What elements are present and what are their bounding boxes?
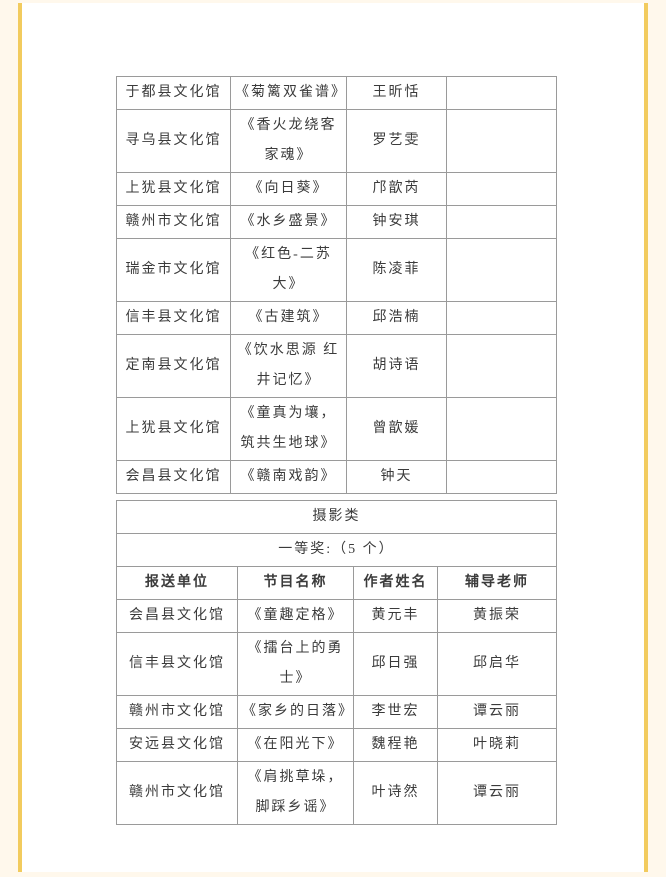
teacher-cell [446,334,557,398]
title-cell: 《童真为壤，筑共生地球》 [230,397,347,461]
title-cell: 《饮水思源 红井记忆》 [230,334,347,398]
unit-cell: 信丰县文化馆 [116,301,231,335]
author-cell: 陈凌菲 [346,238,447,302]
column-header-row: 报送单位 节目名称 作者姓名 辅导老师 [116,566,557,600]
awards-table-continued-body: 于都县文化馆 《菊篱双雀谱》 王昕恬 寻乌县文化馆 《香火龙绕客家魂》 罗艺雯 … [116,76,557,494]
unit-cell: 信丰县文化馆 [116,632,238,696]
unit-cell: 赣州市文化馆 [116,761,238,825]
teacher-cell [446,460,557,494]
table-row: 安远县文化馆 《在阳光下》 魏程艳 叶晓莉 [116,728,557,762]
column-header: 作者姓名 [353,566,438,600]
title-cell: 《在阳光下》 [237,728,354,762]
table-row: 会昌县文化馆 《童趣定格》 黄元丰 黄振荣 [116,599,557,633]
author-cell: 邱日强 [353,632,438,696]
table-row: 于都县文化馆 《菊篱双雀谱》 王昕恬 [116,76,557,110]
author-cell: 曾歆媛 [346,397,447,461]
title-cell: 《肩挑草垛，脚踩乡谣》 [237,761,354,825]
category-header: 摄影类 [116,500,557,534]
teacher-cell: 叶晓莉 [437,728,557,762]
unit-cell: 安远县文化馆 [116,728,238,762]
table-row: 赣州市文化馆 《肩挑草垛，脚踩乡谣》 叶诗然 谭云丽 [116,761,557,825]
table-row: 上犹县文化馆 《童真为壤，筑共生地球》 曾歆媛 [116,397,557,461]
teacher-cell: 黄振荣 [437,599,557,633]
column-header: 报送单位 [116,566,238,600]
unit-cell: 会昌县文化馆 [116,599,238,633]
author-cell: 黄元丰 [353,599,438,633]
table-row: 赣州市文化馆 《水乡盛景》 钟安琪 [116,205,557,239]
title-cell: 《家乡的日落》 [237,695,354,729]
author-cell: 李世宏 [353,695,438,729]
teacher-cell: 谭云丽 [437,761,557,825]
teacher-cell: 邱启华 [437,632,557,696]
photography-awards-table: 摄影类 一等奖:（5 个） 报送单位 节目名称 作者姓名 辅导老师 会昌县文化馆 《童… [116,500,557,825]
teacher-cell: 谭云丽 [437,695,557,729]
table-row: 定南县文化馆 《饮水思源 红井记忆》 胡诗语 [116,334,557,398]
unit-cell: 会昌县文化馆 [116,460,231,494]
title-cell: 《水乡盛景》 [230,205,347,239]
award-tier-row: 一等奖:（5 个） [116,533,557,567]
author-cell: 邝歆芮 [346,172,447,206]
title-cell: 《擂台上的勇士》 [237,632,354,696]
table-row: 寻乌县文化馆 《香火龙绕客家魂》 罗艺雯 [116,109,557,173]
author-cell: 邱浩楠 [346,301,447,335]
author-cell: 罗艺雯 [346,109,447,173]
teacher-cell [446,76,557,110]
table-row: 信丰县文化馆 《擂台上的勇士》 邱日强 邱启华 [116,632,557,696]
table-row: 会昌县文化馆 《赣南戏韵》 钟天 [116,460,557,494]
awards-table-continued: 于都县文化馆 《菊篱双雀谱》 王昕恬 寻乌县文化馆 《香火龙绕客家魂》 罗艺雯 … [116,76,557,494]
title-cell: 《赣南戏韵》 [230,460,347,494]
column-header: 节目名称 [237,566,354,600]
column-header: 辅导老师 [437,566,557,600]
unit-cell: 于都县文化馆 [116,76,231,110]
teacher-cell [446,397,557,461]
unit-cell: 瑞金市文化馆 [116,238,231,302]
unit-cell: 赣州市文化馆 [116,695,238,729]
unit-cell: 赣州市文化馆 [116,205,231,239]
teacher-cell [446,205,557,239]
award-tier-label: 一等奖:（5 个） [116,533,557,567]
document-page: 于都县文化馆 《菊篱双雀谱》 王昕恬 寻乌县文化馆 《香火龙绕客家魂》 罗艺雯 … [18,3,648,872]
teacher-cell [446,301,557,335]
table-row: 赣州市文化馆 《家乡的日落》 李世宏 谭云丽 [116,695,557,729]
teacher-cell [446,109,557,173]
table-row: 上犹县文化馆 《向日葵》 邝歆芮 [116,172,557,206]
teacher-cell [446,238,557,302]
author-cell: 胡诗语 [346,334,447,398]
author-cell: 钟安琪 [346,205,447,239]
photography-awards-table-body: 摄影类 一等奖:（5 个） 报送单位 节目名称 作者姓名 辅导老师 [116,500,557,600]
photography-awards-rows: 会昌县文化馆 《童趣定格》 黄元丰 黄振荣 信丰县文化馆 《擂台上的勇士》 邱日… [116,599,557,825]
unit-cell: 定南县文化馆 [116,334,231,398]
category-header-row: 摄影类 [116,500,557,534]
author-cell: 王昕恬 [346,76,447,110]
title-cell: 《向日葵》 [230,172,347,206]
author-cell: 魏程艳 [353,728,438,762]
title-cell: 《香火龙绕客家魂》 [230,109,347,173]
title-cell: 《红色-二苏大》 [230,238,347,302]
title-cell: 《菊篱双雀谱》 [230,76,347,110]
author-cell: 叶诗然 [353,761,438,825]
author-cell: 钟天 [346,460,447,494]
table-row: 信丰县文化馆 《古建筑》 邱浩楠 [116,301,557,335]
title-cell: 《童趣定格》 [237,599,354,633]
unit-cell: 上犹县文化馆 [116,397,231,461]
unit-cell: 上犹县文化馆 [116,172,231,206]
unit-cell: 寻乌县文化馆 [116,109,231,173]
table-row: 瑞金市文化馆 《红色-二苏大》 陈凌菲 [116,238,557,302]
title-cell: 《古建筑》 [230,301,347,335]
teacher-cell [446,172,557,206]
